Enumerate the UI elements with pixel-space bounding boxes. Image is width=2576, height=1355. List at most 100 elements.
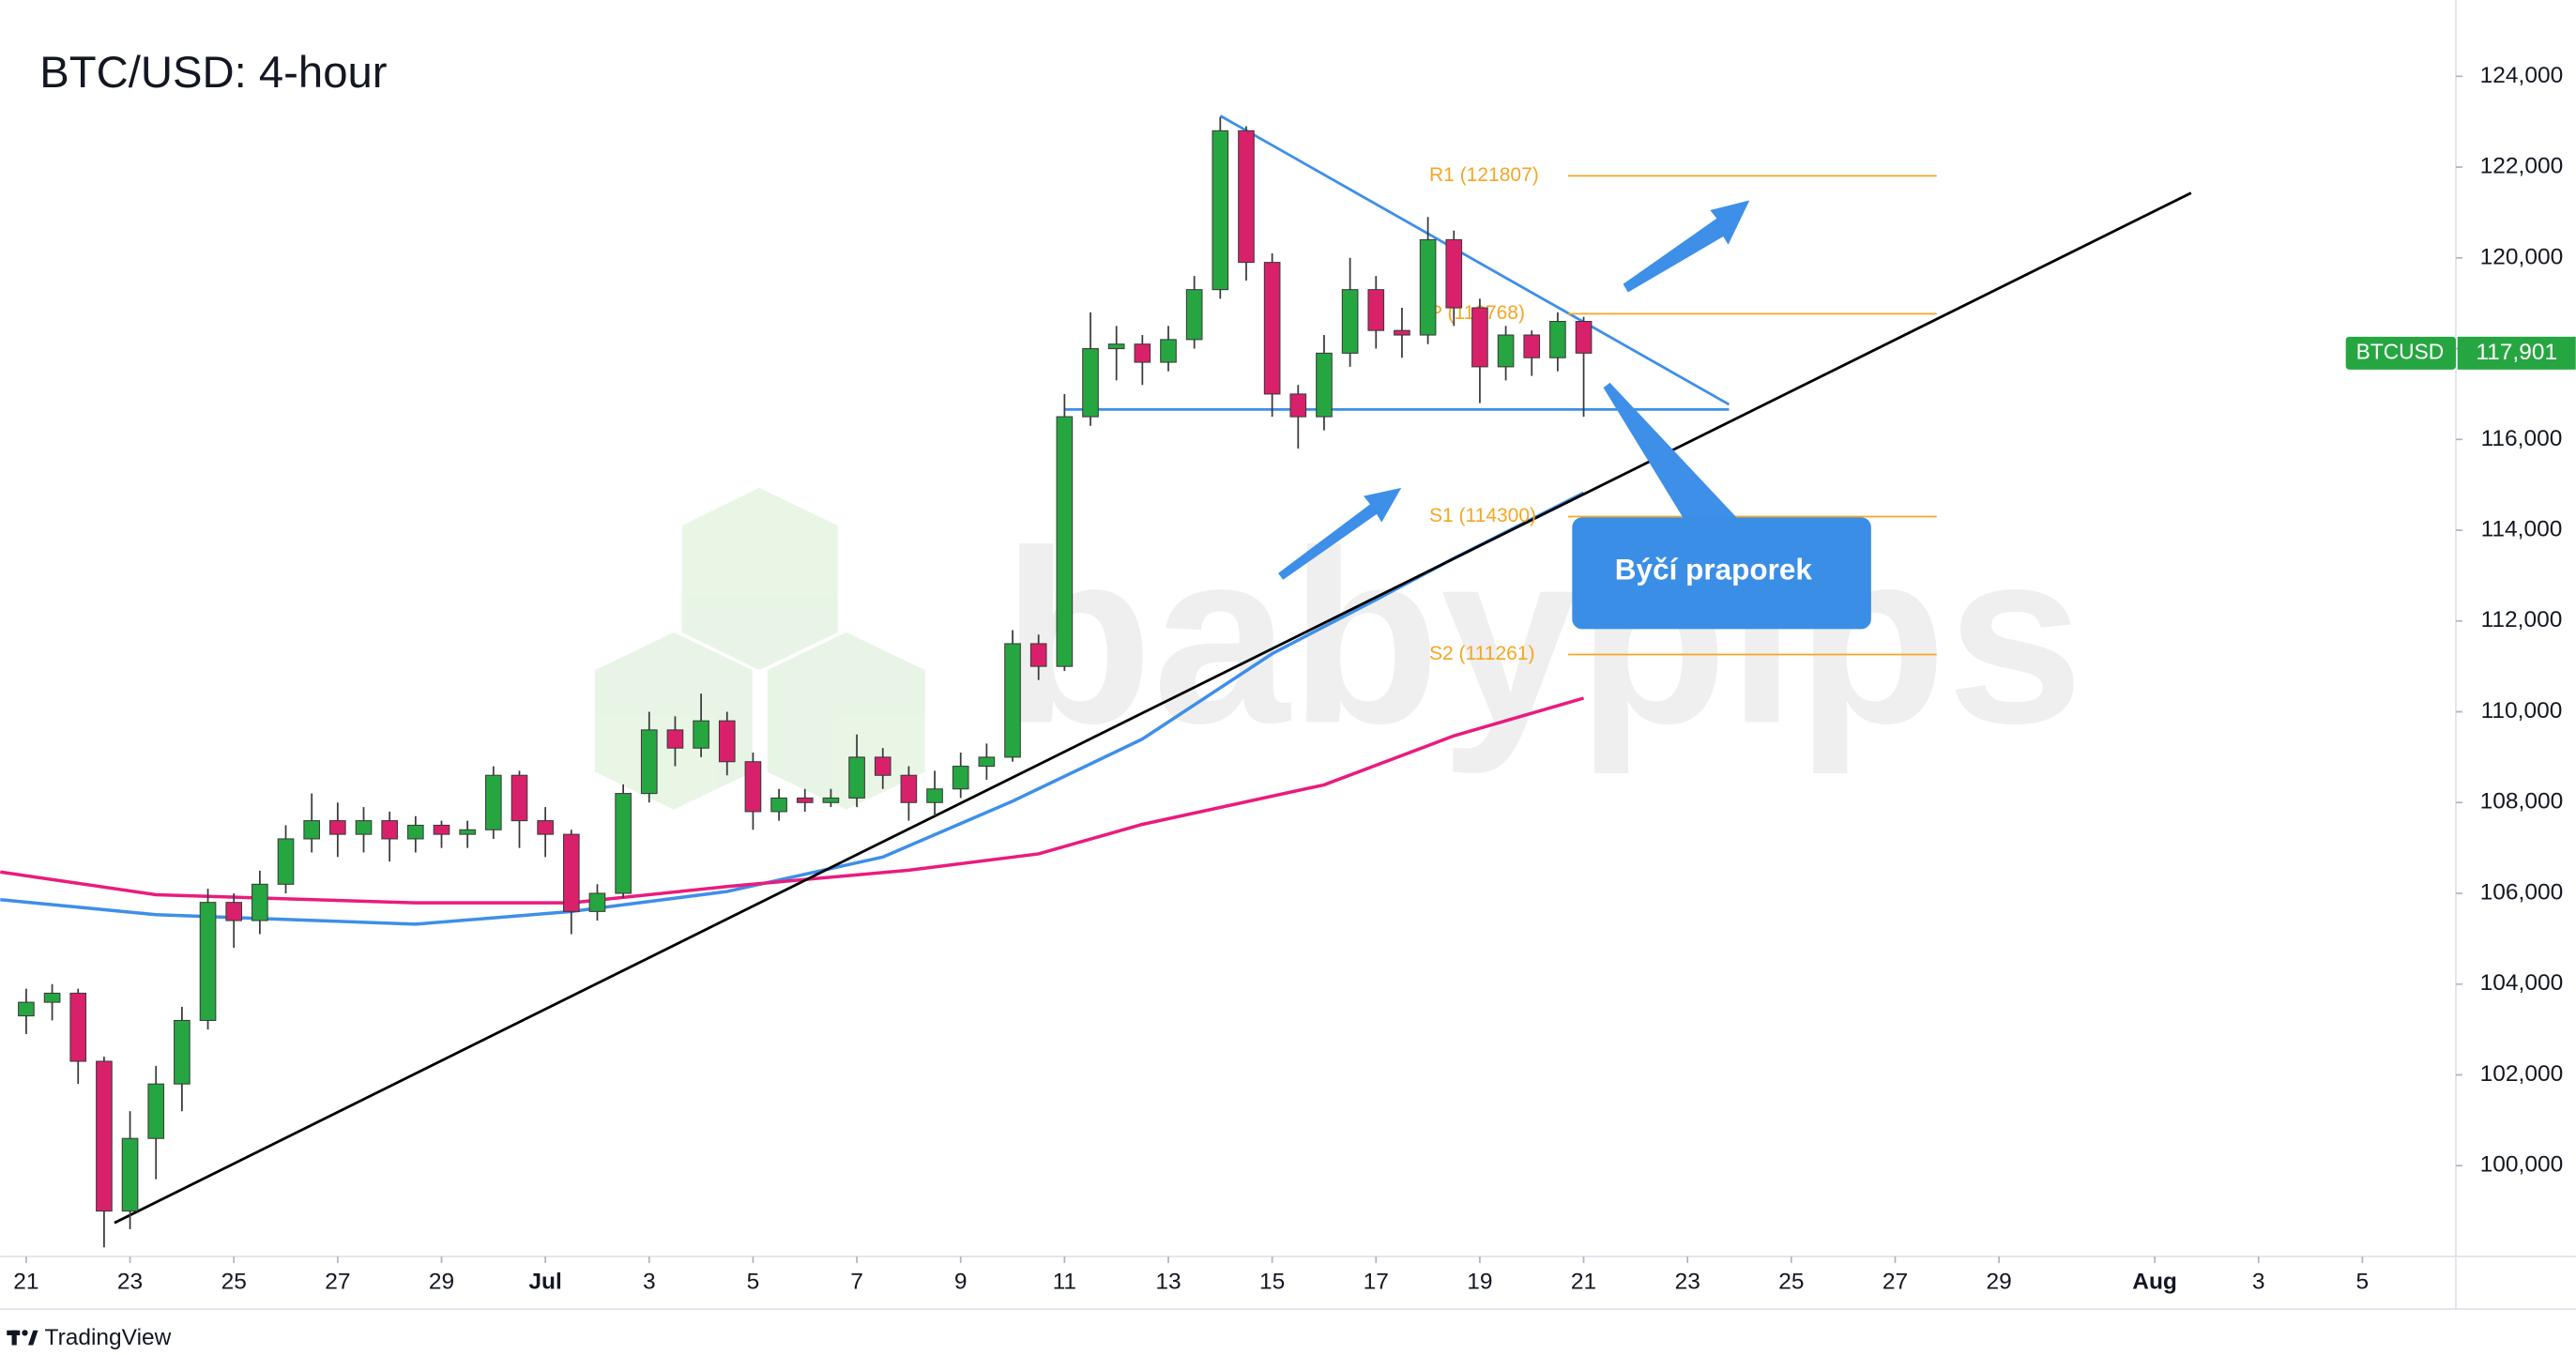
x-tick-label: 3	[2252, 1269, 2265, 1294]
x-tick-label: Aug	[2132, 1269, 2177, 1294]
x-tick-label: 13	[1155, 1269, 1181, 1294]
callout-pointer	[1603, 382, 1739, 520]
y-tick-label: 106,000	[2480, 879, 2564, 905]
x-tick-label: 29	[429, 1269, 454, 1294]
y-tick-label: 110,000	[2481, 698, 2563, 723]
candle-body	[355, 820, 373, 835]
x-tick-label: 7	[850, 1269, 863, 1294]
watermark-text: babypips	[1002, 498, 2083, 775]
candle-body	[1523, 334, 1541, 358]
candle-body	[952, 766, 969, 790]
candle-body	[407, 824, 424, 840]
x-tick-label: 29	[1987, 1269, 2012, 1294]
moving-average	[0, 491, 1585, 926]
y-tick-label: 122,000	[2480, 154, 2564, 179]
y-tick-label: 104,000	[2480, 970, 2564, 996]
candle-body	[900, 774, 918, 803]
price-tag-name-bg	[2345, 336, 2456, 370]
trendline	[1219, 114, 1730, 406]
arrows	[1277, 200, 1750, 580]
callout-text: Býčí praporek	[1615, 552, 1813, 586]
candle-body	[1134, 343, 1151, 363]
candle-body	[874, 756, 892, 776]
price-tag-value: 117,901	[2476, 340, 2557, 365]
candle-body	[770, 797, 787, 813]
candle-body	[1497, 334, 1515, 368]
candle-body	[822, 797, 840, 803]
x-tick-label: 23	[1675, 1269, 1700, 1294]
x-tick-label: 19	[1467, 1269, 1492, 1294]
candle-body	[1029, 643, 1047, 667]
callout-box	[1572, 517, 1871, 630]
pivot-label: S1 (114300)	[1429, 505, 1536, 526]
x-tick-label: 17	[1364, 1269, 1389, 1294]
trendline	[114, 191, 2192, 1225]
y-tick-label: 114,000	[2481, 516, 2563, 541]
x-tick-label: 3	[643, 1269, 656, 1294]
candle-body	[1082, 348, 1099, 418]
candle-body	[1185, 289, 1203, 341]
candle-body	[433, 824, 450, 835]
candle-body	[1394, 329, 1410, 336]
candle-body	[562, 833, 580, 912]
candle-body	[1471, 307, 1488, 368]
chart-title: BTC/USD: 4-hour	[39, 48, 387, 98]
candle-body	[43, 992, 61, 1003]
candle-body	[459, 829, 476, 835]
candle-body	[1575, 320, 1593, 354]
x-tick-label: 5	[2356, 1269, 2370, 1294]
footer-text: TradingView	[45, 1325, 172, 1350]
x-tick-label: 23	[117, 1269, 143, 1294]
y-tick-label: 124,000	[2480, 63, 2564, 88]
candle-body	[277, 838, 295, 885]
candle-body	[537, 820, 554, 835]
tradingview-logo	[7, 1330, 38, 1346]
y-tick-label: 100,000	[2480, 1152, 2564, 1178]
watermark-logo	[594, 487, 925, 810]
candle-body	[640, 729, 658, 795]
candle-body	[848, 756, 865, 799]
x-tick-label: 5	[747, 1269, 760, 1294]
candle-body	[69, 992, 87, 1062]
moving-average	[0, 696, 1585, 905]
candle-body	[1367, 289, 1385, 331]
candle-body	[693, 720, 709, 749]
pivot-label: S2 (111261)	[1429, 643, 1534, 664]
x-tick-label: 9	[954, 1269, 968, 1294]
candle-body	[174, 1019, 191, 1085]
candle-body	[1263, 262, 1281, 395]
candle-body	[199, 902, 217, 1021]
candle-body	[1107, 343, 1125, 350]
candle-body	[588, 892, 606, 912]
candle-body	[1419, 238, 1437, 336]
candle-body	[926, 788, 943, 803]
y-tick-label: 112,000	[2481, 607, 2563, 632]
candle-body	[978, 756, 996, 768]
candle-body	[796, 797, 814, 803]
x-tick-label: Jul	[528, 1269, 561, 1294]
x-tick-label: 27	[325, 1269, 350, 1294]
plot-area: R1 (121807)P (118768)S1 (114300)S2 (1112…	[0, 114, 2192, 1248]
x-tick-label: 11	[1053, 1269, 1076, 1294]
candle-body	[1212, 129, 1229, 291]
candle-body	[615, 793, 632, 894]
candle-body	[147, 1083, 165, 1139]
arrow-up-1	[1277, 487, 1402, 580]
price-tag-bg	[2457, 336, 2576, 370]
x-tick-label: 27	[1882, 1269, 1908, 1294]
candle-body	[1004, 643, 1021, 758]
candle-body	[1549, 320, 1566, 358]
candle-body	[96, 1060, 113, 1212]
candle-body	[666, 729, 684, 749]
candle-body	[1445, 238, 1463, 309]
candle-body	[252, 883, 268, 921]
candle-body	[511, 774, 528, 822]
x-tick-label: 21	[1571, 1269, 1596, 1294]
candle-body	[18, 1001, 35, 1017]
x-tick-label: 25	[1778, 1269, 1804, 1294]
candle-body	[329, 820, 346, 835]
y-tick-label: 116,000	[2481, 426, 2563, 451]
arrow-up-2	[1623, 200, 1750, 293]
candle-body	[121, 1137, 139, 1212]
